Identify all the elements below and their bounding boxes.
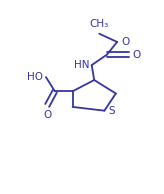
Text: CH₃: CH₃: [90, 19, 109, 29]
Text: O: O: [132, 50, 141, 60]
Text: S: S: [108, 106, 115, 116]
Text: O: O: [121, 37, 129, 47]
Text: HO: HO: [27, 72, 43, 82]
Text: O: O: [43, 110, 51, 120]
Text: HN: HN: [74, 60, 89, 70]
